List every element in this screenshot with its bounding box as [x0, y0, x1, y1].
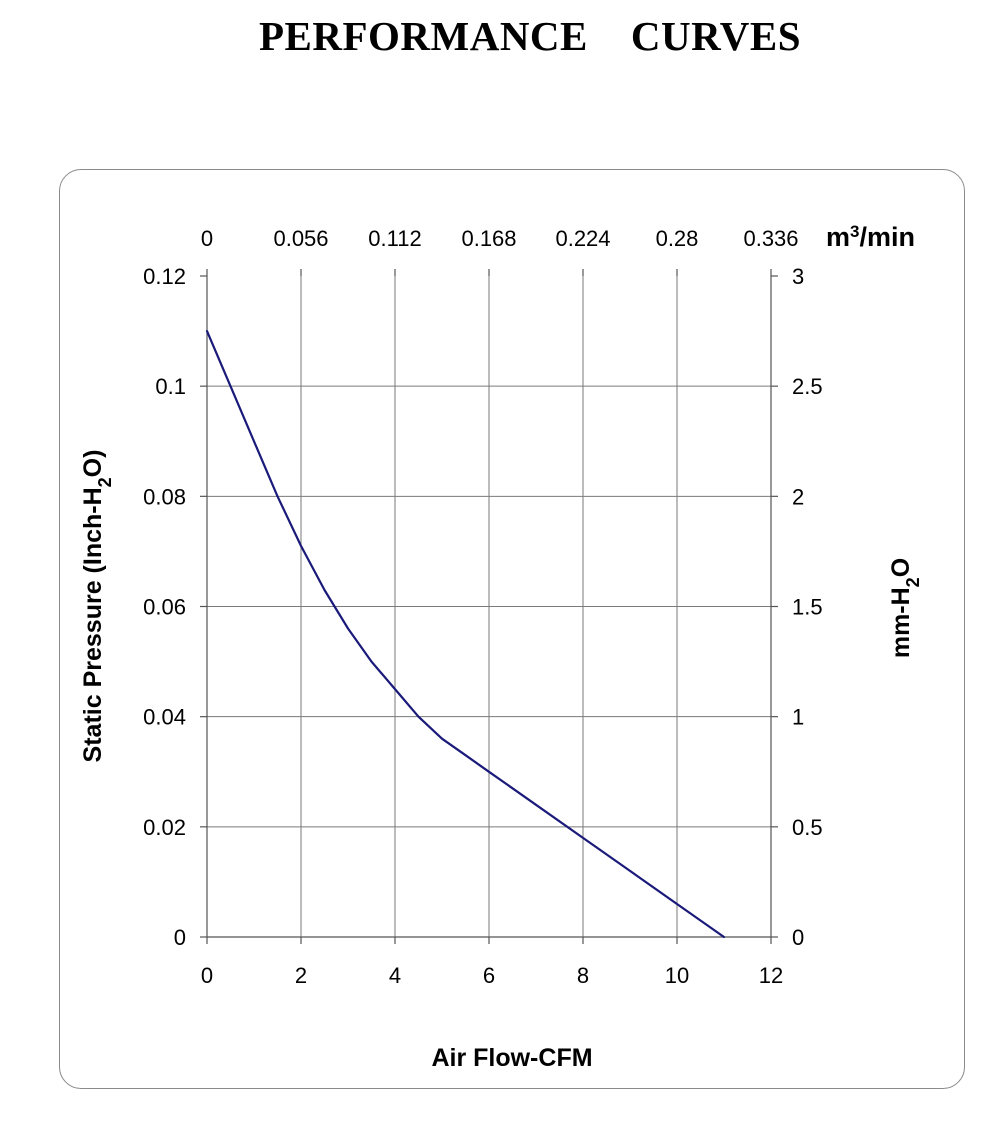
axes: [200, 269, 778, 944]
y-axis-title-sub: 2: [95, 477, 115, 487]
y-tick-label: 0.08: [143, 484, 186, 509]
y-tick-label: 0.1: [155, 374, 186, 399]
y-tick-label: 0.12: [143, 264, 186, 289]
top-axis-unit-end: /min: [859, 222, 915, 252]
right-tick-label: 0: [792, 925, 804, 950]
y-axis-title-end: O): [79, 450, 107, 478]
y-tick-label: 0.02: [143, 815, 186, 840]
page-title: PERFORMANCE CURVES: [258, 13, 802, 59]
top-axis-unit-main: m: [826, 222, 850, 252]
right-axis-title: mm-H2O: [887, 558, 923, 658]
right-tick-label: 2: [792, 484, 804, 509]
grid: [207, 276, 771, 937]
right-tick-label: 1.5: [792, 595, 823, 620]
top-axis-unit: m3/min: [826, 222, 915, 253]
x-tick-label: 10: [665, 963, 689, 988]
top-tick-label: 0: [201, 226, 213, 251]
top-tick-label: 0.224: [555, 226, 610, 251]
right-axis-title-main: mm-H: [887, 587, 915, 658]
top-tick-label: 0.336: [743, 226, 798, 251]
right-tick-label: 1: [792, 705, 804, 730]
top-tick-label: 0.28: [656, 226, 699, 251]
pressure-curve-line: [205, 330, 726, 939]
x-tick-label: 6: [483, 963, 495, 988]
series-layer: [205, 330, 726, 939]
chart-frame: [59, 169, 965, 1089]
top-tick-label: 0.168: [461, 226, 516, 251]
tick-labels: 0 2 4 6 8 10 120 0.056 0.112 0.168 0.224 0.28 0.3360…: [143, 226, 822, 988]
right-tick-label: 2.5: [792, 374, 823, 399]
top-tick-label: 0.112: [368, 226, 421, 251]
x-tick-label: 0: [201, 963, 213, 988]
top-tick-label: 0.056: [273, 226, 328, 251]
right-tick-label: 3: [792, 264, 804, 289]
x-tick-label: 2: [295, 963, 307, 988]
y-tick-label: 0.06: [143, 595, 186, 620]
x-tick-label: 8: [577, 963, 589, 988]
x-tick-label: 12: [759, 963, 783, 988]
y-axis-title: Static Pressure (Inch-H2O): [79, 450, 115, 763]
y-tick-label: 0.04: [143, 705, 186, 730]
y-axis-title-main: Static Pressure (Inch-H: [79, 487, 107, 762]
right-axis-title-end: O: [887, 558, 915, 577]
top-axis-unit-sup: 3: [850, 222, 859, 241]
right-axis-title-sub: 2: [903, 577, 923, 587]
right-tick-label: 0.5: [792, 815, 823, 840]
y-tick-label: 0: [174, 925, 186, 950]
x-axis-title: Air Flow-CFM: [431, 1044, 592, 1072]
x-tick-label: 4: [389, 963, 401, 988]
